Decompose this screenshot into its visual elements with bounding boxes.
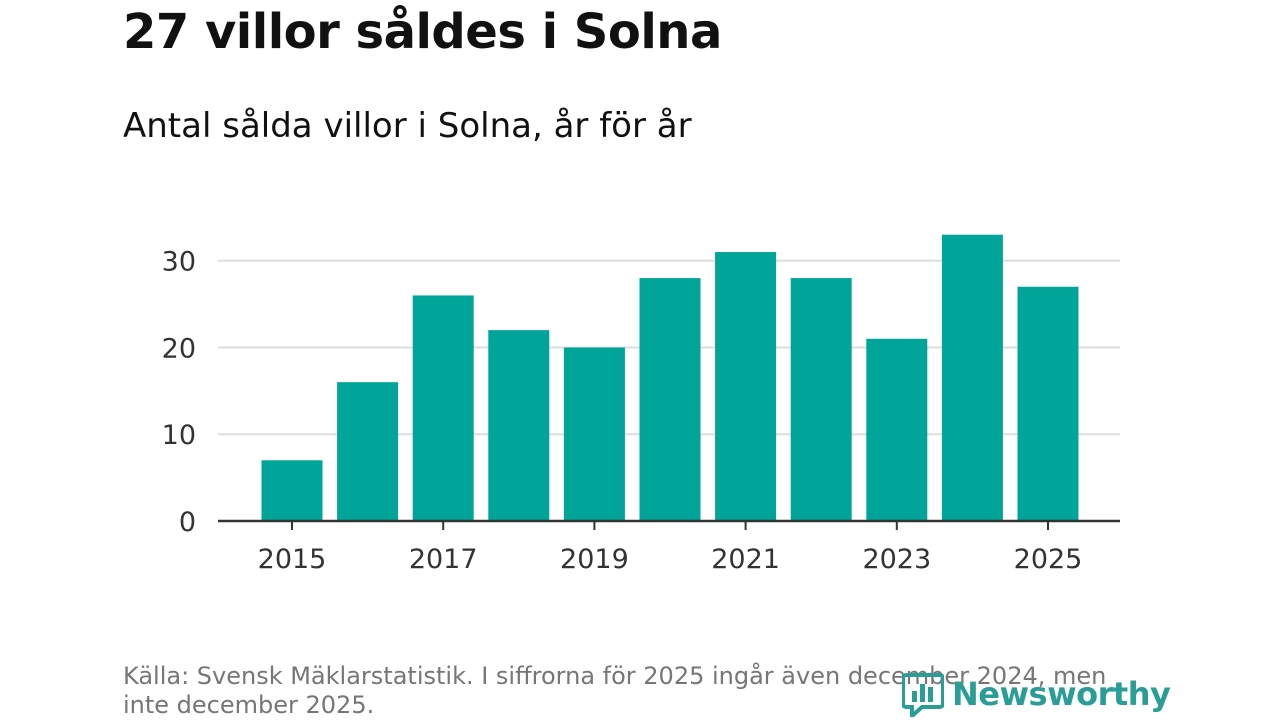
bar-2020 xyxy=(639,278,701,521)
chart-title: 27 villor såldes i Solna xyxy=(123,4,722,60)
x-tick-label-2025: 2025 xyxy=(1014,544,1083,575)
bars xyxy=(261,234,1079,521)
y-tick-label-30: 30 xyxy=(162,247,196,278)
bar-2018 xyxy=(488,330,550,521)
bar-2025 xyxy=(1017,286,1079,521)
x-tick-label-2019: 2019 xyxy=(560,544,629,575)
axes: 0 10 20 30 2015 2017 2019 2021 2023 2025 xyxy=(162,247,1120,575)
x-tick-label-2017: 2017 xyxy=(409,544,478,575)
newsworthy-logo-icon xyxy=(902,673,944,717)
x-tick-label-2021: 2021 xyxy=(711,544,780,575)
newsworthy-logo-text: Newsworthy xyxy=(952,675,1171,713)
y-tick-label-10: 10 xyxy=(162,420,196,451)
x-tick-label-2015: 2015 xyxy=(258,544,327,575)
bar-2015 xyxy=(261,460,323,521)
bar-2017 xyxy=(412,295,474,521)
y-tick-label-20: 20 xyxy=(162,333,196,364)
chart-subtitle: Antal sålda villor i Solna, år för år xyxy=(123,106,692,146)
bar-2021 xyxy=(715,252,777,521)
bar-2023 xyxy=(866,338,928,521)
bar-2019 xyxy=(563,347,625,521)
bar-2022 xyxy=(790,278,852,521)
bar-2024 xyxy=(941,234,1003,521)
newsworthy-logo: Newsworthy xyxy=(902,670,1171,718)
bar-2016 xyxy=(337,382,399,521)
y-tick-label-0: 0 xyxy=(179,507,196,538)
x-tick-label-2023: 2023 xyxy=(862,544,931,575)
